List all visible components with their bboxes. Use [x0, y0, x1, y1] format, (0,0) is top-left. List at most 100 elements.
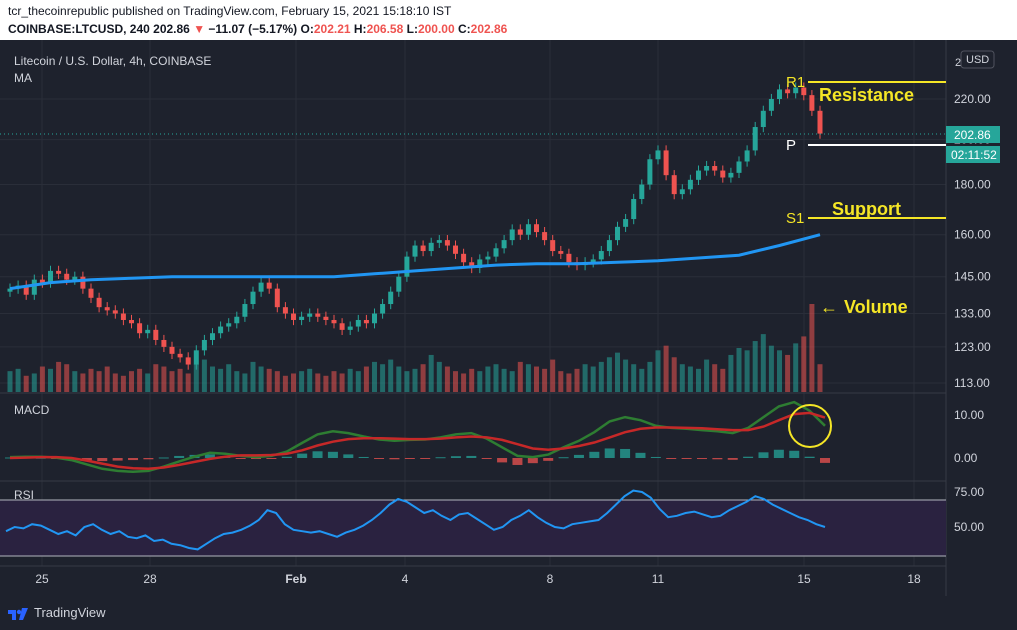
volume-bar: [129, 371, 134, 392]
macd-histogram-bar: [620, 448, 631, 458]
candle-body: [380, 304, 386, 314]
macd-tick-label: 10.00: [954, 408, 984, 422]
volume-bar: [453, 371, 458, 392]
candle-body: [48, 270, 53, 283]
volume-bar: [380, 364, 386, 392]
candle-body: [777, 89, 782, 99]
candle-body: [39, 279, 45, 283]
volume-bar: [623, 359, 629, 392]
candle-body: [720, 170, 726, 178]
volume-bar: [485, 366, 491, 392]
candle-body: [623, 219, 629, 227]
candle-body: [250, 291, 256, 305]
rsi-tick-label: 75.00: [954, 485, 984, 499]
volume-bar: [7, 371, 13, 392]
macd-histogram-bar: [297, 453, 308, 458]
high-label: H:: [353, 22, 367, 36]
candle-body: [534, 224, 539, 233]
volume-bar: [88, 368, 94, 392]
volume-bar: [218, 368, 224, 392]
price-tick-label: 160.00: [954, 228, 991, 242]
candle-body: [145, 329, 151, 334]
macd-histogram-bar: [343, 454, 354, 458]
volume-bar: [153, 364, 159, 392]
candle-body: [291, 313, 296, 320]
candle-body: [663, 150, 669, 176]
candle-body: [712, 166, 718, 171]
macd-histogram-bar: [435, 457, 446, 459]
macd-histogram-bar: [589, 451, 600, 458]
volume-bar: [120, 375, 126, 392]
volume-bar: [501, 368, 507, 392]
candle-body: [501, 240, 507, 249]
macd-histogram-bar: [712, 458, 723, 460]
volume-bar: [323, 375, 329, 392]
price-axis[interactable]: 220.00200.00180.00160.00145.00133.00123.…: [954, 92, 991, 534]
candle-body: [801, 87, 807, 96]
candle-body: [372, 313, 377, 324]
volume-bar: [590, 366, 596, 392]
macd-histogram-bar: [235, 458, 246, 459]
volume-bar: [444, 366, 450, 392]
volume-bar: [566, 373, 572, 392]
rsi-band: [0, 500, 946, 556]
candle-body: [226, 323, 232, 327]
volume-bar: [558, 371, 564, 392]
candle-body: [104, 307, 110, 311]
volume-bar: [477, 371, 483, 392]
volume-bar: [258, 366, 264, 392]
currency-button[interactable]: [960, 50, 995, 69]
macd-histogram-bar: [358, 456, 369, 458]
volume-bar: [542, 368, 548, 392]
time-tick-label: 28: [143, 572, 157, 586]
candle-body: [809, 95, 815, 111]
candle-body: [453, 245, 458, 254]
volume-bar: [704, 359, 710, 392]
time-tick-label: Feb: [285, 572, 306, 586]
time-tick-label: 4: [402, 572, 409, 586]
candle-body: [590, 259, 596, 263]
macd-histogram-bar: [820, 458, 830, 463]
candle-body: [493, 248, 499, 257]
macd-histogram-bar: [450, 456, 461, 458]
candle-body: [363, 319, 369, 324]
volume-bar: [631, 364, 637, 392]
macd-histogram-bar: [404, 458, 415, 459]
volume-bar: [331, 371, 337, 392]
macd-histogram-bar: [312, 451, 323, 458]
volume-bar: [671, 357, 677, 392]
candle-body: [153, 329, 159, 340]
macd-histogram-bar: [128, 458, 139, 461]
candle-body: [606, 240, 612, 252]
candle-body: [404, 256, 410, 277]
volume-bar: [768, 345, 774, 392]
candle-body: [210, 333, 215, 340]
macd-histogram-bar: [773, 449, 784, 458]
candle-body: [752, 127, 758, 151]
candle-body: [525, 224, 531, 235]
macd-histogram-bar: [466, 455, 477, 458]
time-axis[interactable]: 25 28 Feb 4 8 11 15 18: [35, 572, 921, 586]
volume-bar: [647, 361, 653, 392]
price-label: 202.86: [954, 128, 991, 142]
chart-canvas[interactable]: 220.00200.00180.00160.00145.00133.00123.…: [0, 40, 1017, 596]
volume-bar: [372, 361, 377, 392]
volume-bar: [347, 368, 353, 392]
volume-bar: [388, 359, 394, 392]
volume-bar: [396, 366, 402, 392]
volume-bar: [493, 364, 499, 392]
tradingview-logo-icon: [8, 608, 28, 620]
volume-bar: [226, 364, 232, 392]
volume-bar: [736, 348, 742, 392]
candle-body: [444, 240, 450, 246]
close-value: 202.86: [470, 22, 508, 36]
candle-body: [728, 172, 734, 178]
macd-histogram-bar: [112, 458, 123, 461]
candle-body: [242, 304, 248, 317]
close-label: C:: [457, 22, 471, 36]
volume-bar: [777, 350, 782, 392]
volume-bar: [696, 368, 701, 392]
volume-bar: [428, 354, 434, 392]
candle-body: [420, 245, 426, 252]
high-value: 206.58: [366, 22, 404, 36]
